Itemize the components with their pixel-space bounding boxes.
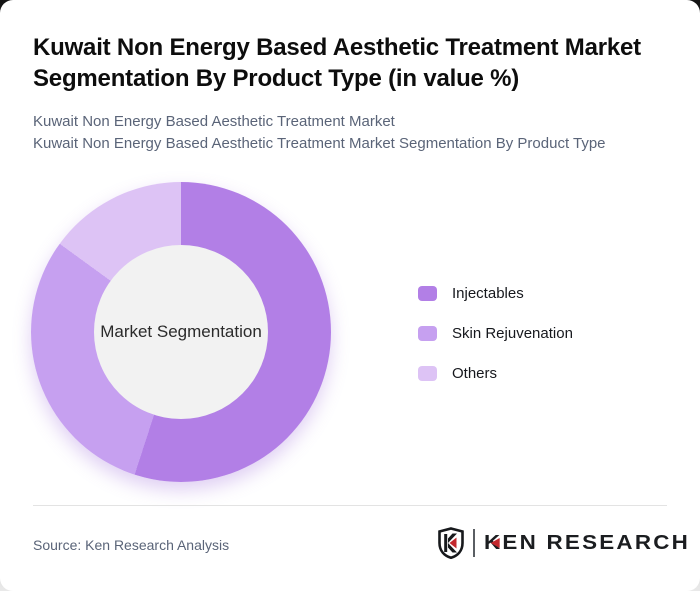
legend-item-skin-rejuvenation: Skin Rejuvenation <box>418 325 573 342</box>
legend-label-others: Others <box>452 365 498 382</box>
source-note: Source: Ken Research Analysis <box>33 537 230 553</box>
legend-swatch-skin-rejuvenation <box>418 326 437 341</box>
legend-swatch-injectables <box>418 286 437 301</box>
ken-research-logo: KEN RESEARCH <box>438 527 688 559</box>
wordmark-k-triangle-icon <box>490 537 500 548</box>
legend-label-injectables: Injectables <box>452 285 524 302</box>
legend-label-skin-rejuvenation: Skin Rejuvenation <box>452 325 573 342</box>
footer-divider <box>33 505 667 506</box>
legend-item-others: Others <box>418 365 573 382</box>
ken-research-wordmark: KEN RESEARCH <box>483 531 691 554</box>
subtitle-line-1: Kuwait Non Energy Based Aesthetic Treatm… <box>33 113 395 130</box>
legend-item-injectables: Injectables <box>418 285 573 302</box>
donut-chart: Market Segmentation <box>31 182 331 482</box>
donut-center-label: Market Segmentation <box>100 322 262 341</box>
legend-swatch-others <box>418 366 437 381</box>
ken-research-logo-mark-shield-icon <box>438 527 464 559</box>
subtitle-line-2: Kuwait Non Energy Based Aesthetic Treatm… <box>33 135 606 152</box>
chart-subtitles: Kuwait Non Energy Based Aesthetic Treatm… <box>33 111 673 155</box>
logo-divider-bar <box>472 529 475 557</box>
legend: Injectables Skin Rejuvenation Others <box>418 285 573 382</box>
donut-hole: Market Segmentation <box>94 245 268 419</box>
page-title: Kuwait Non Energy Based Aesthetic Treatm… <box>33 34 641 92</box>
